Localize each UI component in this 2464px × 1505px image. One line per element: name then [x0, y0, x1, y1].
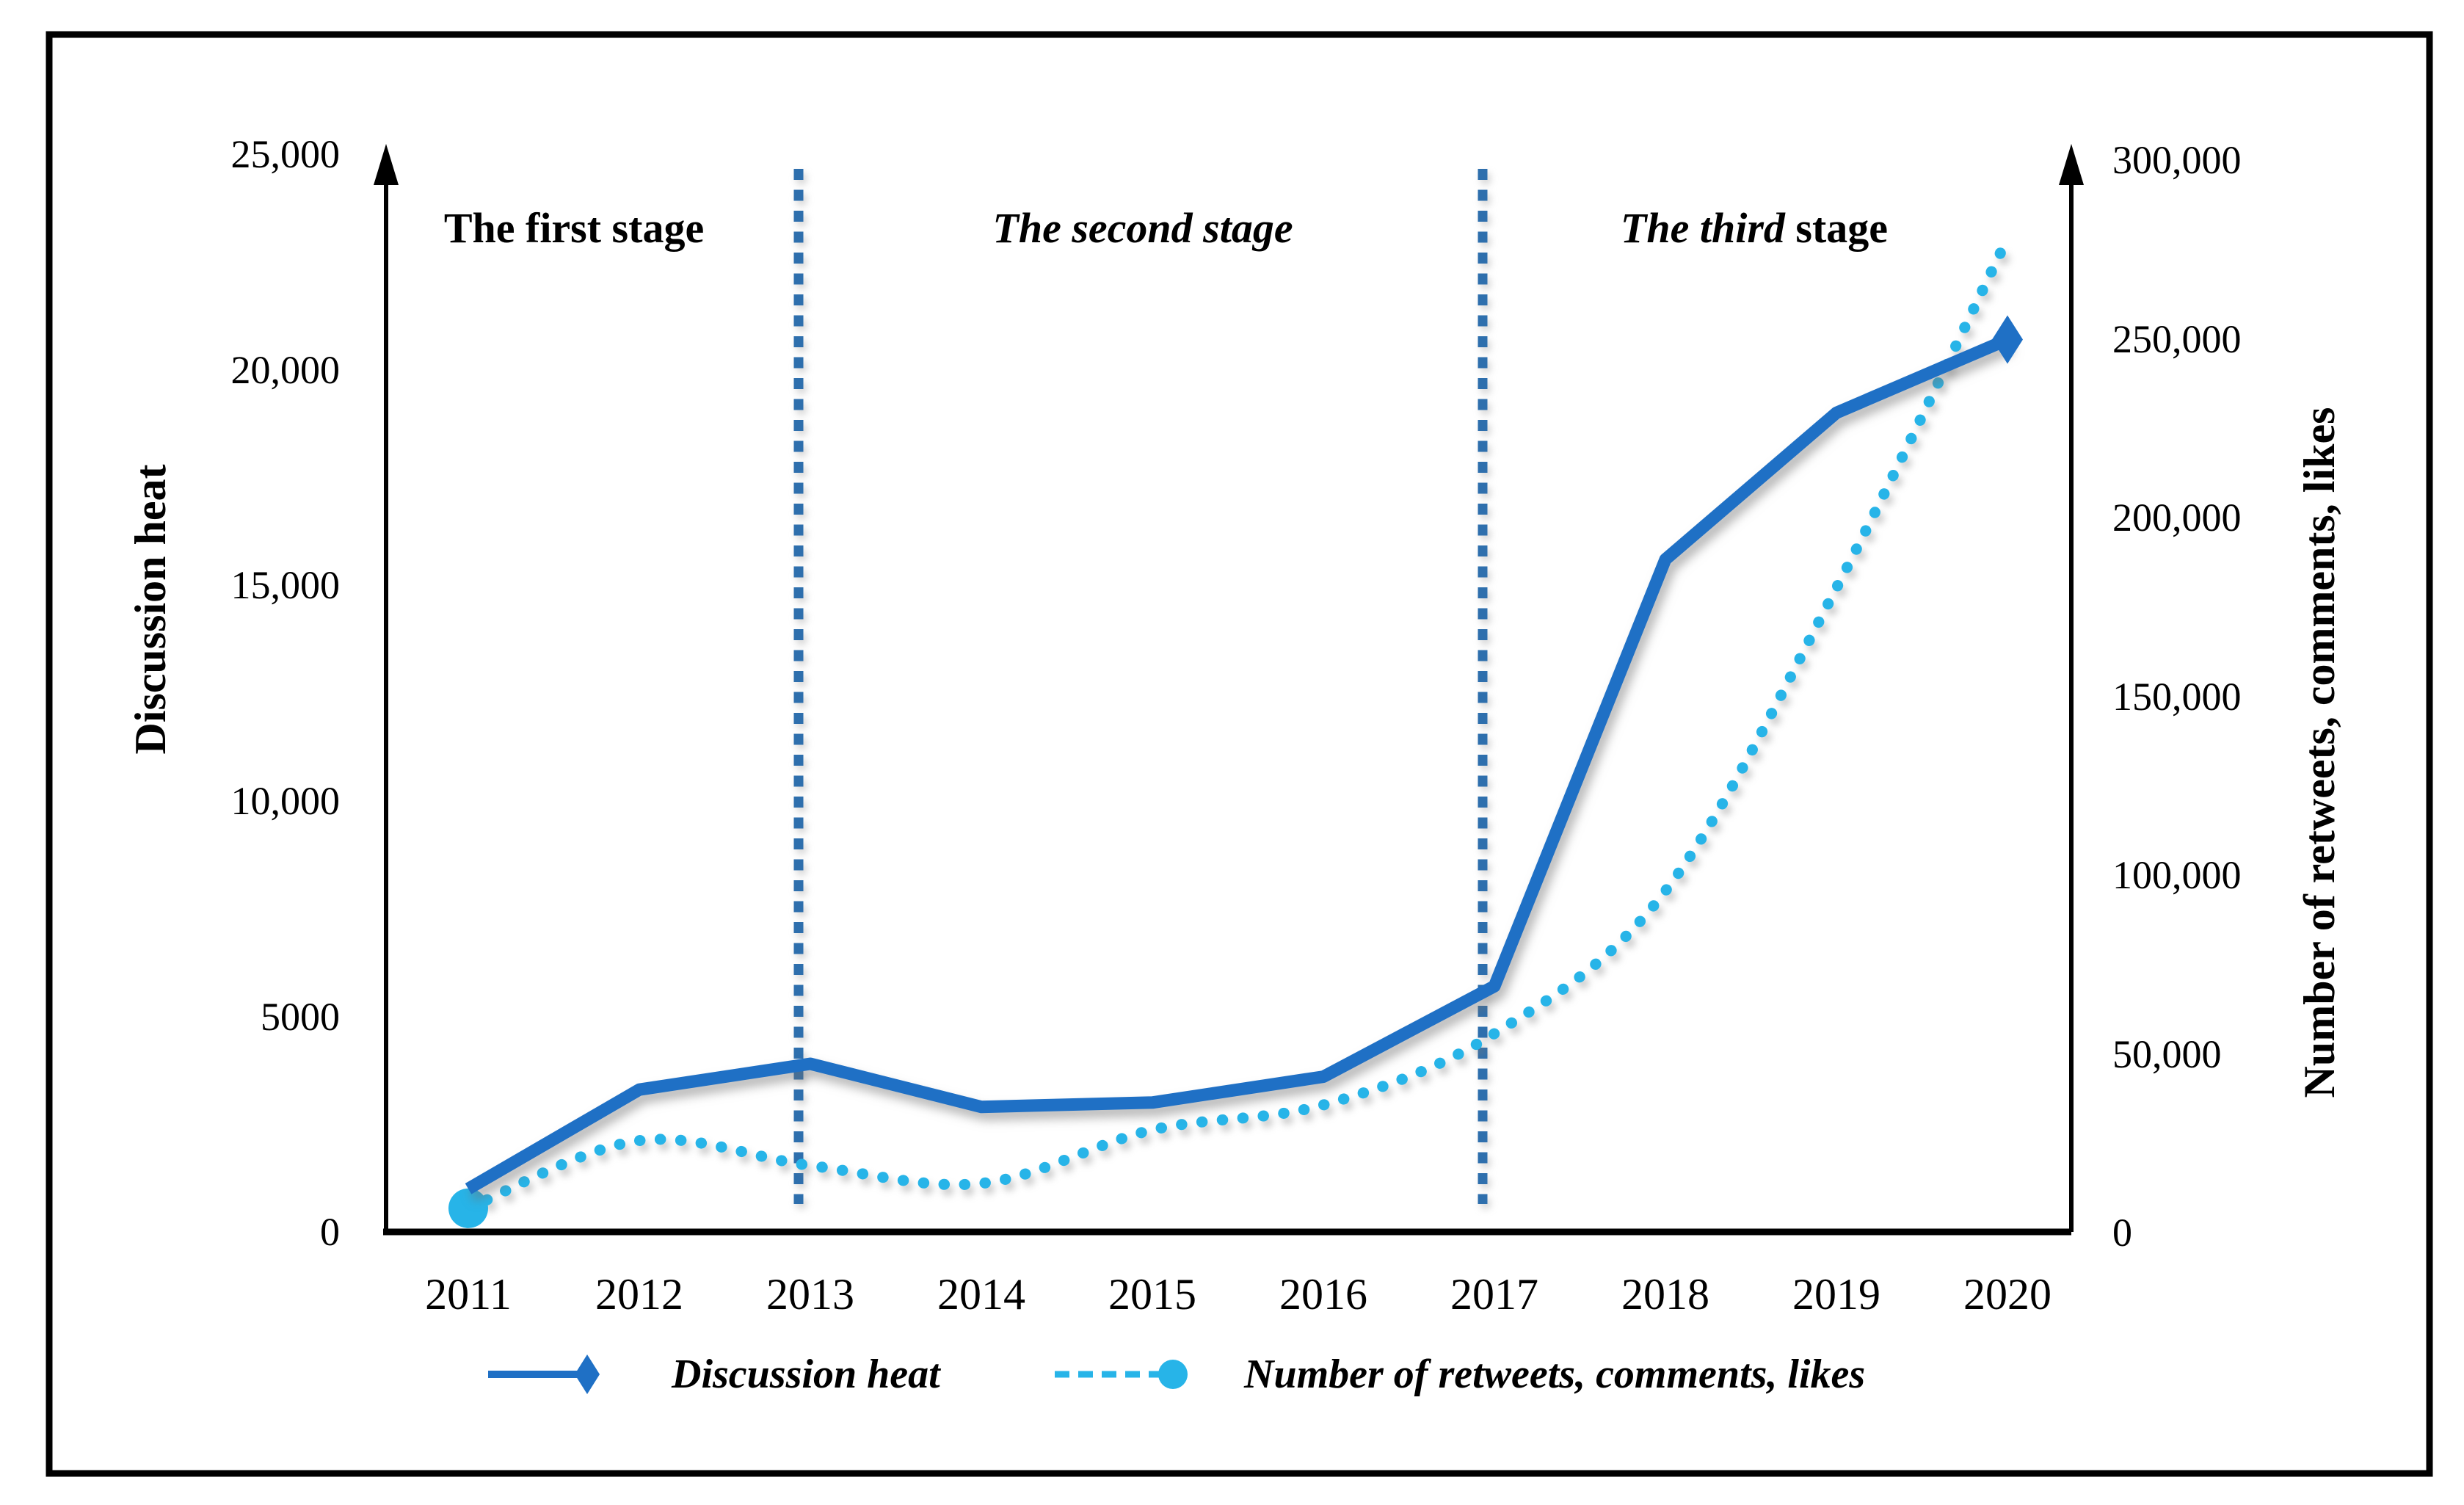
stage-second-italic-part: The second stage — [992, 204, 1293, 252]
stage-label-second: The second stage — [992, 204, 1293, 252]
x-tick-2012: 2012 — [595, 1270, 683, 1319]
legend-discussion-heat-label: Discussion heat — [671, 1352, 941, 1397]
right-tick-150000: 150,000 — [2112, 675, 2242, 719]
stage-labels: The first stage The second stage The thi… — [444, 204, 1888, 252]
left-tick-0: 0 — [320, 1210, 340, 1254]
right-tick-0: 0 — [2112, 1211, 2132, 1255]
left-axis-tick-labels: 0 5000 10,000 15,000 20,000 25,000 — [231, 132, 341, 1254]
x-tick-2018: 2018 — [1621, 1270, 1709, 1319]
legend-retweets-circle-icon — [1158, 1360, 1188, 1389]
x-tick-2013: 2013 — [766, 1270, 854, 1319]
retweets-first-point-marker — [448, 1188, 488, 1228]
right-y-axis-title: Number of retweets, comments, likes — [2295, 407, 2344, 1098]
right-tick-250000: 250,000 — [2112, 317, 2242, 361]
left-tick-25000: 25,000 — [231, 132, 341, 176]
x-tick-2020: 2020 — [1963, 1270, 2051, 1319]
x-tick-2019: 2019 — [1792, 1270, 1880, 1319]
right-tick-50000: 50,000 — [2112, 1032, 2222, 1076]
legend-discussion-heat-diamond-icon — [575, 1354, 600, 1394]
discussion-heat-last-point-marker — [1992, 315, 2023, 364]
x-tick-2014: 2014 — [937, 1270, 1025, 1319]
right-tick-300000: 300,000 — [2112, 138, 2242, 182]
x-tick-2016: 2016 — [1279, 1270, 1367, 1319]
right-axis-tick-labels: 0 50,000 100,000 150,000 200,000 250,000… — [2112, 138, 2242, 1255]
stage-label-third: The third stage — [1621, 204, 1888, 252]
left-y-axis-title: Discussion heat — [126, 464, 175, 754]
left-tick-15000: 15,000 — [231, 563, 341, 607]
stage-third-italic-part: The third — [1621, 204, 1786, 252]
x-tick-2011: 2011 — [425, 1270, 512, 1319]
legend-retweets-label: Number of retweets, comments, likes — [1243, 1352, 1865, 1397]
left-tick-10000: 10,000 — [231, 779, 341, 823]
left-y-axis-arrow-icon — [374, 144, 399, 185]
retweets-series-dotted-line — [462, 233, 2013, 1214]
discussion-heat-series-line — [465, 333, 2010, 1194]
right-tick-200000: 200,000 — [2112, 496, 2242, 540]
left-tick-20000: 20,000 — [231, 348, 341, 392]
x-axis-tick-labels: 2011 2012 2013 2014 2015 2016 2017 2018 … — [425, 1270, 2051, 1319]
x-tick-2015: 2015 — [1108, 1270, 1196, 1319]
left-tick-5000: 5000 — [261, 995, 340, 1039]
legend: Discussion heat Number of retweets, comm… — [488, 1352, 1865, 1397]
x-tick-2017: 2017 — [1450, 1270, 1538, 1319]
stage-third-regular-part: stage — [1785, 204, 1888, 252]
right-y-axis-arrow-icon — [2059, 144, 2084, 185]
stage-label-first: The first stage — [444, 204, 704, 252]
stage-first-regular-part: The first stage — [444, 204, 704, 252]
right-tick-100000: 100,000 — [2112, 853, 2242, 897]
figure-border — [46, 31, 2433, 1477]
